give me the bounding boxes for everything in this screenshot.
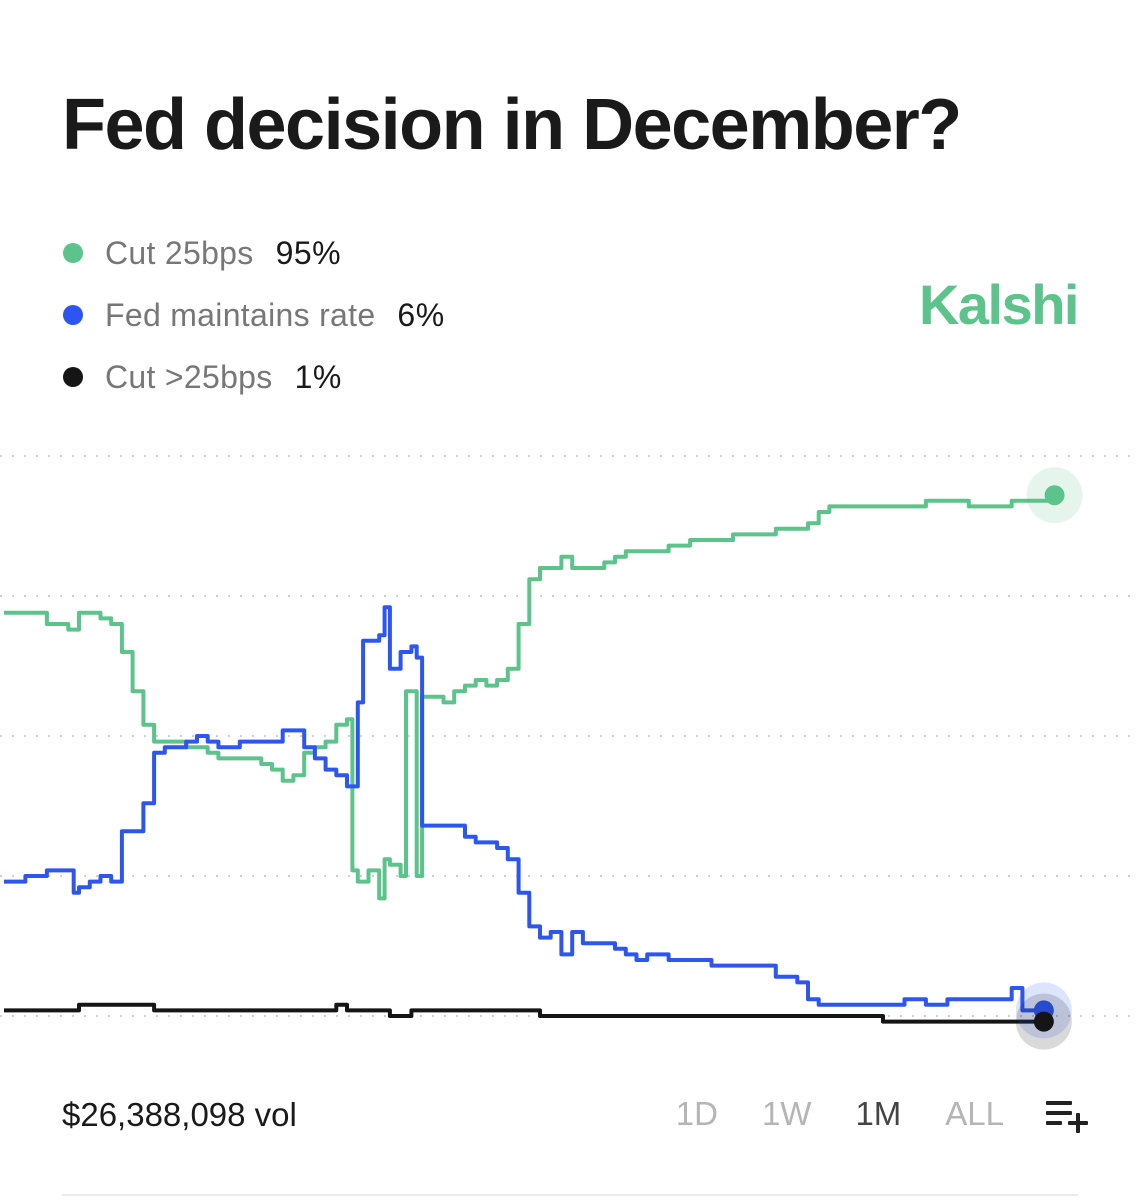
brand-logo: Kalshi [918, 273, 1080, 336]
legend-name: Cut 25bps [105, 234, 254, 271]
range-button-1d[interactable]: 1D [675, 1095, 718, 1132]
legend-dot-green-icon [63, 243, 83, 263]
legend: Cut 25bps 95% Fed maintains rate 6% Cut … [62, 222, 445, 408]
price-chart[interactable] [0, 420, 1140, 1060]
range-button-all[interactable]: ALL [945, 1095, 1004, 1132]
endpoint-dot [1044, 485, 1065, 506]
legend-dot-black-icon [63, 367, 83, 387]
series-line-cut-25bps [4, 495, 1057, 901]
legend-value: 6% [397, 296, 445, 333]
list-plus-icon[interactable] [1044, 1094, 1090, 1134]
legend-value: 1% [294, 358, 342, 395]
footer-divider [62, 1194, 1078, 1196]
range-button-1w[interactable]: 1W [761, 1095, 812, 1132]
range-button-1m[interactable]: 1M [855, 1095, 902, 1132]
endpoint-dot [1033, 1011, 1054, 1032]
legend-name: Fed maintains rate [105, 296, 376, 333]
volume-label: $26,388,098 vol [62, 1096, 297, 1133]
page-title: Fed decision in December? [62, 85, 962, 165]
time-range-selector: 1D 1W 1M ALL [632, 1094, 1090, 1134]
legend-item-fed-maintains-rate[interactable]: Fed maintains rate 6% [62, 284, 445, 346]
legend-item-cut-over-25bps[interactable]: Cut >25bps 1% [62, 346, 445, 408]
legend-item-cut-25bps[interactable]: Cut 25bps 95% [62, 222, 445, 284]
legend-dot-blue-icon [63, 305, 83, 325]
series-line-fed-maintains-rate [4, 605, 1044, 1013]
series-line-cut-25bps [4, 1002, 1044, 1024]
legend-value: 95% [275, 234, 342, 271]
legend-name: Cut >25bps [105, 358, 273, 395]
